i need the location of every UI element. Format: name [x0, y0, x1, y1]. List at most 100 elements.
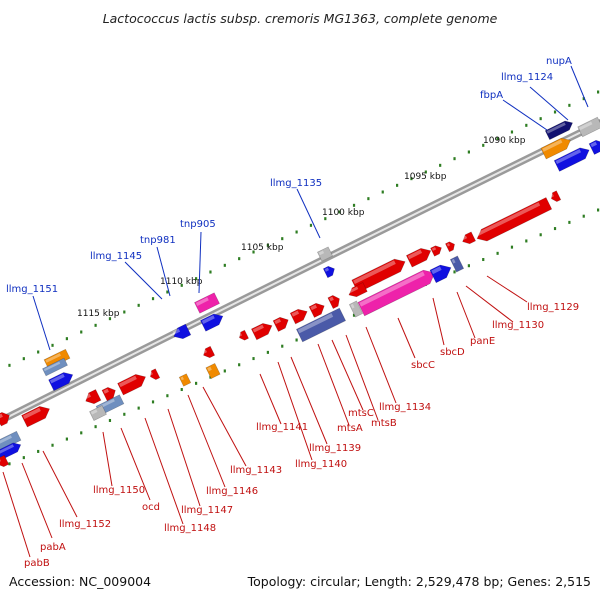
gene-feature[interactable] — [474, 197, 553, 245]
gene-feature[interactable] — [117, 371, 149, 396]
gene-feature[interactable] — [405, 245, 433, 268]
gene-feature[interactable] — [43, 348, 71, 370]
gene-shape[interactable] — [178, 373, 192, 387]
gene-feature[interactable] — [430, 244, 444, 257]
gene-label-llmg_1140[interactable]: llmg_1140 — [295, 459, 347, 470]
gene-feature[interactable] — [289, 306, 310, 325]
gene-feature[interactable] — [200, 311, 225, 332]
gene-label-mtsC[interactable]: mtsC — [348, 408, 374, 419]
gene-feature[interactable] — [83, 389, 102, 407]
gene-feature[interactable] — [171, 323, 192, 342]
gene-shape[interactable] — [588, 138, 600, 155]
gene-feature[interactable] — [42, 357, 68, 377]
gene-feature[interactable] — [178, 373, 192, 387]
gene-label-pabB[interactable]: pabB — [24, 558, 50, 569]
gene-shape[interactable] — [48, 369, 76, 392]
gene-feature[interactable] — [549, 190, 562, 204]
gene-feature[interactable] — [0, 454, 10, 468]
gene-shape[interactable] — [194, 292, 220, 314]
gene-feature[interactable] — [201, 345, 216, 359]
gene-feature[interactable] — [588, 138, 600, 155]
gene-feature[interactable] — [101, 385, 118, 402]
gene-label-fbpA[interactable]: fbpA — [480, 90, 503, 101]
gene-shape[interactable] — [289, 306, 310, 325]
gene-shape[interactable] — [308, 301, 327, 318]
gene-shape[interactable] — [348, 300, 364, 318]
gene-shape[interactable] — [540, 135, 573, 160]
gene-shape[interactable] — [474, 197, 553, 245]
gene-feature[interactable] — [295, 307, 347, 343]
gene-shape[interactable] — [449, 255, 465, 273]
gene-shape[interactable] — [430, 244, 444, 257]
gene-feature[interactable] — [48, 369, 76, 392]
gene-label-sbcD[interactable]: sbcD — [440, 347, 465, 358]
gene-feature[interactable] — [205, 363, 221, 379]
gene-label-nupA[interactable]: nupA — [546, 56, 572, 67]
gene-label-llmg_1145[interactable]: llmg_1145 — [90, 251, 142, 262]
gene-label-llmg_1135[interactable]: llmg_1135 — [270, 178, 322, 189]
gene-shape[interactable] — [544, 118, 575, 141]
gene-label-tnp981[interactable]: tnp981 — [140, 235, 176, 246]
gene-shape[interactable] — [327, 293, 342, 309]
gene-feature[interactable] — [553, 145, 592, 172]
gene-feature[interactable] — [460, 231, 476, 246]
gene-shape[interactable] — [553, 145, 592, 172]
gene-feature[interactable] — [194, 292, 220, 314]
gene-label-tnp905[interactable]: tnp905 — [180, 219, 216, 230]
gene-label-pabA[interactable]: pabA — [40, 542, 66, 553]
gene-shape[interactable] — [317, 246, 333, 262]
gene-shape[interactable] — [101, 385, 118, 402]
gene-shape[interactable] — [0, 410, 12, 427]
gene-shape[interactable] — [549, 190, 562, 204]
gene-shape[interactable] — [83, 389, 102, 407]
gene-feature[interactable] — [272, 315, 291, 332]
gene-shape[interactable] — [405, 245, 433, 268]
gene-shape[interactable] — [200, 311, 225, 332]
gene-shape[interactable] — [577, 116, 600, 138]
gene-label-llmg_1134[interactable]: llmg_1134 — [379, 402, 431, 413]
gene-shape[interactable] — [201, 345, 216, 359]
gene-shape[interactable] — [21, 403, 53, 428]
gene-shape[interactable] — [43, 348, 71, 370]
gene-feature[interactable] — [308, 301, 327, 318]
gene-feature[interactable] — [357, 266, 438, 317]
gene-feature[interactable] — [544, 118, 575, 141]
gene-label-llmg_1151[interactable]: llmg_1151 — [6, 284, 58, 295]
gene-feature[interactable] — [89, 405, 107, 421]
gene-label-llmg_1124[interactable]: llmg_1124 — [501, 72, 553, 83]
gene-label-panE[interactable]: panE — [470, 336, 495, 347]
gene-feature[interactable] — [21, 403, 53, 428]
gene-feature[interactable] — [449, 255, 465, 273]
gene-shape[interactable] — [347, 282, 368, 300]
gene-label-llmg_1130[interactable]: llmg_1130 — [492, 320, 544, 331]
gene-feature[interactable] — [148, 368, 161, 382]
gene-shape[interactable] — [148, 368, 161, 382]
gene-shape[interactable] — [445, 240, 456, 253]
gene-label-sbcC[interactable]: sbcC — [411, 360, 435, 371]
gene-shape[interactable] — [322, 264, 336, 279]
gene-feature[interactable] — [429, 261, 454, 284]
gene-label-llmg_1148[interactable]: llmg_1148 — [164, 523, 216, 534]
gene-feature[interactable] — [237, 329, 249, 342]
gene-feature[interactable] — [0, 410, 12, 427]
gene-shape[interactable] — [0, 454, 10, 468]
gene-shape[interactable] — [205, 363, 221, 379]
gene-label-llmg_1139[interactable]: llmg_1139 — [309, 443, 361, 454]
gene-feature[interactable] — [347, 282, 368, 300]
gene-shape[interactable] — [295, 307, 347, 343]
gene-label-llmg_1143[interactable]: llmg_1143 — [230, 465, 282, 476]
gene-shape[interactable] — [250, 320, 274, 341]
gene-feature[interactable] — [445, 240, 456, 253]
gene-label-ocd[interactable]: ocd — [142, 502, 160, 513]
gene-feature[interactable] — [322, 264, 336, 279]
gene-label-llmg_1129[interactable]: llmg_1129 — [527, 302, 579, 313]
gene-label-llmg_1147[interactable]: llmg_1147 — [181, 505, 233, 516]
gene-shape[interactable] — [0, 430, 22, 452]
gene-label-llmg_1152[interactable]: llmg_1152 — [59, 519, 111, 530]
gene-shape[interactable] — [429, 261, 454, 284]
gene-feature[interactable] — [317, 246, 333, 262]
gene-feature[interactable] — [348, 300, 364, 318]
gene-shape[interactable] — [272, 315, 291, 332]
gene-feature[interactable] — [327, 293, 342, 309]
gene-label-llmg_1141[interactable]: llmg_1141 — [256, 422, 308, 433]
